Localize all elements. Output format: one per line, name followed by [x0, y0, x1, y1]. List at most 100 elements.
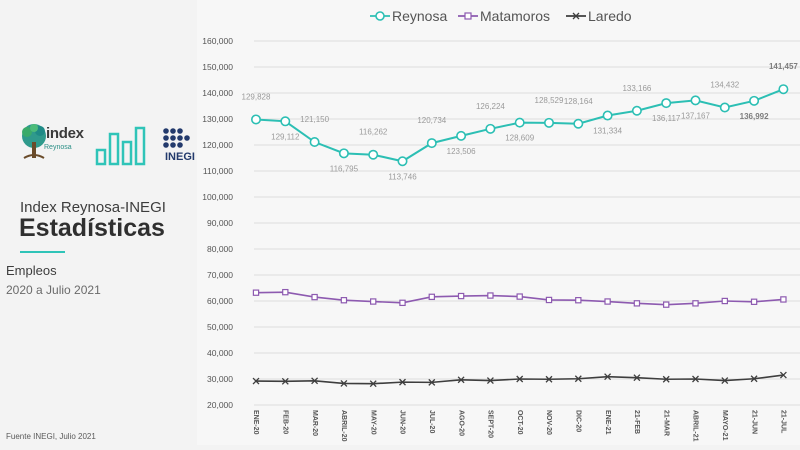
- data-point: [661, 98, 672, 109]
- data-point: [545, 375, 553, 383]
- data-label: 126,224: [476, 102, 505, 111]
- data-point: [721, 297, 729, 305]
- data-label: 133,166: [622, 84, 651, 93]
- data-point: [573, 118, 584, 129]
- logo-strip: [14, 122, 194, 168]
- chart-panel: 20,000 30,000 40,000 50,000 60,000 70,000 80,0…: [197, 0, 800, 445]
- data-point: [252, 289, 260, 296]
- gridlines: 20,000 30,000 40,000 50,000 60,000 70,000 80,0…: [202, 36, 800, 410]
- left-panel: index Reynosa INEGI Index Reynosa-INEGI …: [0, 0, 200, 445]
- data-point: [280, 116, 291, 127]
- x-tick-label: NOV-20: [545, 410, 552, 435]
- data-point: [457, 292, 465, 300]
- legend-label: Matamoros: [480, 8, 550, 24]
- data-label: 136,117: [652, 114, 681, 123]
- data-label: 129,112: [271, 132, 300, 141]
- data-point: [311, 293, 318, 301]
- y-tick-label: 60,000: [207, 296, 233, 306]
- inegi-logo-icon: [163, 128, 190, 148]
- series-reynosa: [250, 84, 789, 167]
- x-tick-label: JUN-20: [399, 410, 406, 434]
- x-tick-label: 21-JUN: [750, 410, 757, 434]
- data-point: [514, 117, 525, 128]
- data-label: 116,262: [359, 128, 388, 137]
- data-label: 129,828: [242, 92, 271, 101]
- data-point: [485, 123, 496, 134]
- data-label: 116,795: [330, 164, 359, 173]
- x-tick-label: MAY-20: [369, 410, 376, 435]
- data-point: [574, 375, 582, 383]
- data-point: [399, 378, 406, 386]
- inegi-logo-text: INEGI: [165, 151, 195, 163]
- data-point: [604, 373, 612, 381]
- legend-label: Laredo: [588, 8, 632, 24]
- data-point: [369, 380, 377, 388]
- data-point: [457, 376, 465, 384]
- data-point: [426, 138, 437, 149]
- data-point: [516, 375, 524, 383]
- employment-line-chart: 20,000 30,000 40,000 50,000 60,000 70,000 80,0…: [202, 8, 800, 442]
- x-tick-label: ABRIL-21: [692, 410, 699, 442]
- data-label: 134,432: [710, 80, 739, 89]
- data-point: [662, 375, 670, 383]
- data-point: [749, 95, 760, 106]
- legend-marker: [572, 12, 580, 20]
- data-point: [397, 156, 408, 167]
- x-tick-label: MAYO-21: [721, 410, 728, 441]
- x-tick-label: ABRIL-20: [340, 410, 347, 442]
- data-point: [487, 292, 494, 299]
- data-point: [692, 375, 699, 383]
- x-tick-label: FEB-20: [281, 410, 288, 434]
- y-tick-label: 150,000: [202, 62, 233, 72]
- data-point: [486, 377, 494, 385]
- data-point: [719, 102, 730, 113]
- y-tick-label: 120,000: [202, 140, 233, 150]
- x-tick-label: SEPT-20: [487, 410, 494, 438]
- data-point: [750, 375, 758, 383]
- data-point: [690, 95, 701, 106]
- data-point: [779, 371, 787, 379]
- data-point: [543, 117, 554, 128]
- y-tick-label: 110,000: [203, 166, 233, 176]
- data-point: [631, 105, 642, 116]
- topic-label: Empleos: [6, 263, 57, 278]
- bar-logo-icon: [95, 126, 146, 166]
- x-tick-label: ENE-21: [604, 410, 611, 435]
- y-tick-label: 20,000: [207, 400, 233, 410]
- data-point: [545, 296, 553, 304]
- data-point: [516, 293, 523, 300]
- data-point: [399, 299, 406, 307]
- data-label: 120,734: [417, 116, 446, 125]
- data-point: [281, 377, 289, 385]
- data-point: [428, 378, 436, 386]
- section-title: Estadísticas: [19, 214, 165, 242]
- y-tick-label: 140,000: [202, 88, 233, 98]
- data-label: 121,150: [300, 115, 329, 124]
- data-point: [311, 377, 319, 385]
- data-label: 128,164: [564, 97, 593, 106]
- data-label: 131,334: [593, 127, 622, 136]
- index-logo-text: index: [46, 125, 84, 142]
- legend-marker: [375, 11, 385, 21]
- y-tick-label: 130,000: [202, 114, 233, 124]
- y-tick-label: 70,000: [207, 270, 233, 280]
- data-point: [780, 296, 787, 303]
- data-point: [456, 130, 467, 141]
- data-point: [340, 297, 348, 304]
- x-tick-label: AGO-20: [457, 410, 464, 436]
- index-logo-subtext: Reynosa: [44, 144, 72, 151]
- y-tick-label: 50,000: [207, 322, 233, 332]
- data-point: [309, 137, 320, 148]
- data-label: 123,506: [447, 147, 476, 156]
- legend-marker: [464, 12, 472, 20]
- data-point: [370, 298, 377, 305]
- tree-logo-icon: [22, 124, 46, 159]
- x-tick-label: 21-MAR: [662, 410, 669, 436]
- title-underline: [20, 251, 65, 253]
- x-tick-label: JUL-20: [428, 410, 435, 433]
- legend: Reynosa Matamoros Laredo: [370, 8, 632, 24]
- legend-label: Reynosa: [392, 8, 447, 24]
- x-tick-label: OCT-20: [516, 410, 523, 435]
- x-tick-label: ENE-20: [252, 410, 259, 435]
- data-point: [778, 84, 789, 95]
